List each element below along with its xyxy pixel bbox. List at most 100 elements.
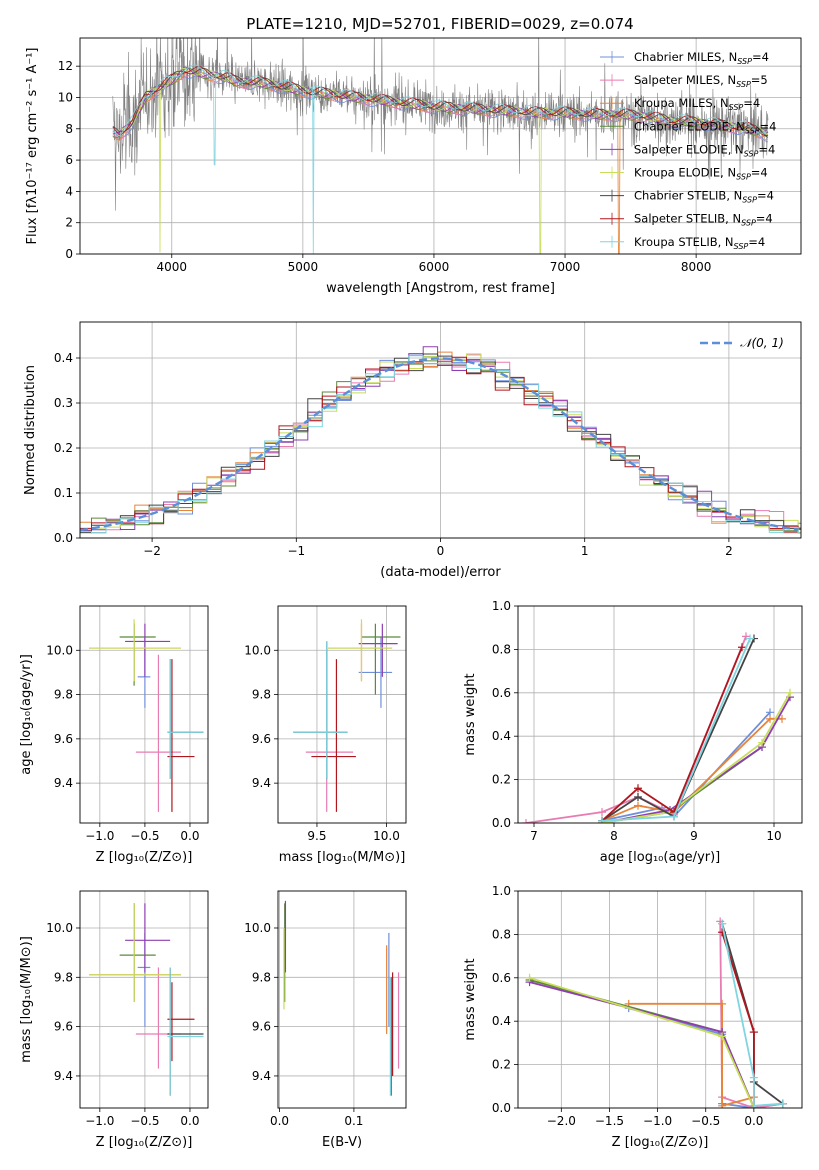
model-line-chabrier-elodie <box>112 67 769 138</box>
data-point-marker <box>718 919 727 928</box>
data-point-marker <box>746 634 754 643</box>
axes: −2.0 −1.5 −1.0 −0.5 0.0 0.0 0.2 0.4 0.6 0.8 1.0 Z [… <box>463 884 803 1150</box>
y-tick-label: 4 <box>65 184 73 198</box>
grid <box>518 605 802 824</box>
data-point-marker <box>778 714 786 723</box>
y-tick-label: 0.6 <box>492 971 511 985</box>
y-tick-label: 9.8 <box>54 970 73 984</box>
data-point-marker <box>786 688 794 697</box>
y-tick-label: 0.4 <box>54 351 73 365</box>
data-point-marker <box>758 738 766 747</box>
figure-title: PLATE=1210, MJD=52701, FIBERID=0029, z=0… <box>246 15 633 33</box>
data-point-marker <box>718 1101 727 1108</box>
y-tick-label: 1.0 <box>492 599 511 613</box>
normal-curve <box>80 357 799 532</box>
x-axis-label: E(B-V) <box>322 1135 362 1150</box>
grid <box>80 606 208 823</box>
y-tick-label: 0.2 <box>54 441 73 455</box>
series-line-kroupa-stelib <box>721 923 783 1107</box>
series-line-salpeter-stelib <box>721 931 755 1106</box>
y-tick-label: 0.4 <box>492 1014 511 1028</box>
y-tick-label: 0.0 <box>492 816 511 830</box>
x-tick-label: 0.1 <box>344 1114 363 1128</box>
chart-spectrum: 4000 5000 6000 7000 8000 0 2 4 6 8 10 12 wavelength … <box>25 37 802 296</box>
data-point-marker <box>522 819 530 823</box>
data-point-marker <box>749 1028 758 1037</box>
y-tick-label: 12 <box>58 59 73 73</box>
series-line-kroupa-stelib <box>601 638 751 822</box>
y-tick-label: 0.0 <box>54 531 73 545</box>
y-axis-label: mass [log₁₀(M/M⊙)] <box>19 936 34 1063</box>
x-tick-label: 0.0 <box>180 1114 199 1128</box>
x-tick-label: −0.5 <box>130 1114 159 1128</box>
x-tick-label: 0.0 <box>744 1114 763 1128</box>
x-tick-label: 0 <box>437 544 445 558</box>
y-axis-label: mass weight <box>463 958 478 1040</box>
x-axis-label: age [log₁₀(age/yr)] <box>600 850 721 865</box>
x-tick-label: −0.5 <box>130 829 159 843</box>
x-tick-label: 8000 <box>681 260 712 274</box>
histogram-chabrier-stelib <box>80 353 801 534</box>
data-point-marker <box>670 812 678 821</box>
legend-label: Chabrier STELIB, NSSP=4 <box>634 189 774 205</box>
axes-frame <box>79 37 802 255</box>
x-tick-label: −1.5 <box>595 1114 624 1128</box>
axes-frame <box>517 890 803 1109</box>
model-line-salpeter-stelib <box>112 66 769 136</box>
x-tick-label: 2 <box>725 544 733 558</box>
data-point-marker <box>778 1099 787 1108</box>
data-point-marker <box>738 643 746 652</box>
x-tick-label: 6000 <box>419 260 450 274</box>
histogram-kroupa-stelib <box>80 355 801 534</box>
model-line-kroupa-stelib <box>112 64 769 254</box>
x-axis-label: Z [log₁₀(Z/Z⊙)] <box>96 1135 193 1150</box>
y-tick-label: 9.4 <box>252 776 271 790</box>
y-axis-label: age [log₁₀(age/yr)] <box>19 654 34 775</box>
legend-label: Kroupa STELIB, NSSP=4 <box>634 235 765 251</box>
legend: 𝒩(0, 1) <box>700 336 784 350</box>
x-axis-label: Z [log₁₀(Z/Z⊙)] <box>612 1135 709 1150</box>
series-line-kroupa-miles <box>628 1002 755 1107</box>
axes: −2 −1 0 1 2 0.0 0.1 0.2 0.3 0.4 (data-model)/error… <box>23 321 802 580</box>
grid <box>518 890 802 1109</box>
y-tick-label: 0.4 <box>492 729 511 743</box>
x-tick-label: −2 <box>143 544 161 558</box>
y-tick-label: 9.4 <box>54 1069 73 1083</box>
y-tick-label: 9.6 <box>54 1020 73 1034</box>
axes: 4000 5000 6000 7000 8000 0 2 4 6 8 10 12 wavelength … <box>25 37 802 296</box>
x-tick-label: 9.5 <box>307 829 326 843</box>
grid <box>278 891 406 1108</box>
x-tick-label: 1 <box>581 544 589 558</box>
legend-label: Salpeter MILES, NSSP=5 <box>634 73 768 89</box>
chart-age_vs_mass: 9.5 10.0 9.4 9.6 9.8 10.0 mass [log₁₀(M/M⊙)] <box>244 605 407 865</box>
y-tick-label: 0.2 <box>492 1058 511 1072</box>
axes: −1.0 −0.5 0.0 9.4 9.6 9.8 10.0 Z [log₁₀(Z/Z⊙)] m… <box>19 890 209 1150</box>
legend-label: Kroupa MILES, NSSP=4 <box>634 96 760 112</box>
x-tick-label: 4000 <box>156 260 187 274</box>
x-tick-label: 10 <box>766 829 781 843</box>
data-point-marker <box>634 792 642 801</box>
charts-layer: 4000 5000 6000 7000 8000024681012wavelength … <box>19 37 803 1150</box>
y-axis-label: Normed distribution <box>23 365 38 495</box>
x-tick-label: 8 <box>610 829 618 843</box>
data-point-marker <box>634 784 642 793</box>
y-tick-label: 10.0 <box>244 921 271 935</box>
plot-area <box>112 38 769 254</box>
data-point-marker <box>749 1101 758 1108</box>
data-point-marker <box>525 973 534 982</box>
x-tick-label: −0.5 <box>691 1114 720 1128</box>
y-tick-label: 0.8 <box>492 642 511 656</box>
axes-frame <box>79 605 209 824</box>
legend-label: Chabrier MILES, NSSP=4 <box>634 50 769 66</box>
data-point-marker <box>598 816 606 823</box>
series-line-salpeter-stelib <box>601 646 743 822</box>
y-tick-label: 10 <box>58 90 73 104</box>
data-point-marker <box>718 999 727 1008</box>
y-tick-label: 10.0 <box>244 643 271 657</box>
data-point-marker <box>598 808 606 817</box>
axes-frame <box>79 890 209 1109</box>
axes-frame <box>517 605 803 824</box>
x-tick-label: −1.0 <box>643 1114 672 1128</box>
legend-label: Kroupa ELODIE, NSSP=4 <box>634 166 768 182</box>
